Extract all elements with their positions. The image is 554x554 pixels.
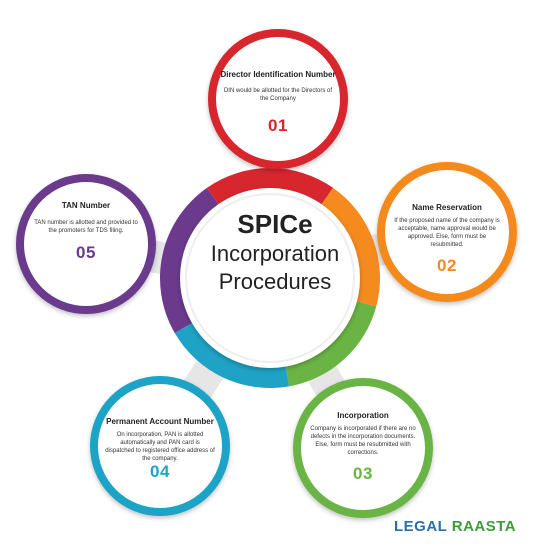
ring-segment-5	[160, 187, 221, 333]
step-number: 03	[353, 464, 373, 483]
node-circles	[16, 29, 517, 518]
center-inner-rim	[185, 193, 355, 363]
step-title: TAN Number	[61, 201, 111, 210]
brand-word-raasta: RAASTA	[451, 518, 517, 535]
step-circle-3	[293, 378, 433, 518]
step-node-02: Name Reservation If the proposed name of…	[372, 157, 522, 307]
center-title: SPICe Incorporation Procedures	[175, 208, 375, 296]
step-description: TAN number is allotted and provided to t…	[34, 220, 138, 234]
step-circle-4	[90, 376, 230, 516]
center-ring	[160, 168, 380, 388]
step-circle-2	[377, 162, 517, 302]
step-description: DIN would be allotted for the Directors …	[223, 88, 333, 102]
step-node-01: Director Identification Number DIN would…	[203, 24, 353, 174]
step-circle-1	[208, 29, 348, 169]
step-title: Director Identification Number	[220, 70, 336, 79]
center-disc	[180, 188, 360, 368]
step-circle-5	[16, 174, 156, 314]
step-description: On incorporation, PAN is allotted automa…	[105, 432, 215, 462]
step-description: Company is incorporated if there are no …	[310, 426, 416, 456]
step-title: Permanent Account Number	[106, 417, 214, 426]
brand-logo: LEGAL RAASTA	[394, 518, 516, 535]
step-title: Name Reservation	[412, 203, 482, 212]
step-node-04: Permanent Account Number On incorporatio…	[85, 371, 235, 521]
brand-word-legal: LEGAL	[394, 518, 448, 535]
step-number: 04	[150, 462, 170, 481]
center-title-line1: SPICe	[237, 209, 313, 239]
step-description: If the proposed name of the company is a…	[394, 218, 500, 248]
step-number: 01	[268, 116, 288, 135]
center-title-line2: Incorporation	[210, 241, 340, 266]
step-node-03: Incorporation Company is incorporated if…	[288, 373, 438, 523]
step-title: Incorporation	[337, 411, 389, 420]
step-number: 05	[76, 243, 96, 262]
center-title-line3: Procedures	[218, 269, 332, 294]
step-number: 02	[437, 256, 457, 275]
step-node-05: TAN Number TAN number is allotted and pr…	[11, 169, 161, 319]
